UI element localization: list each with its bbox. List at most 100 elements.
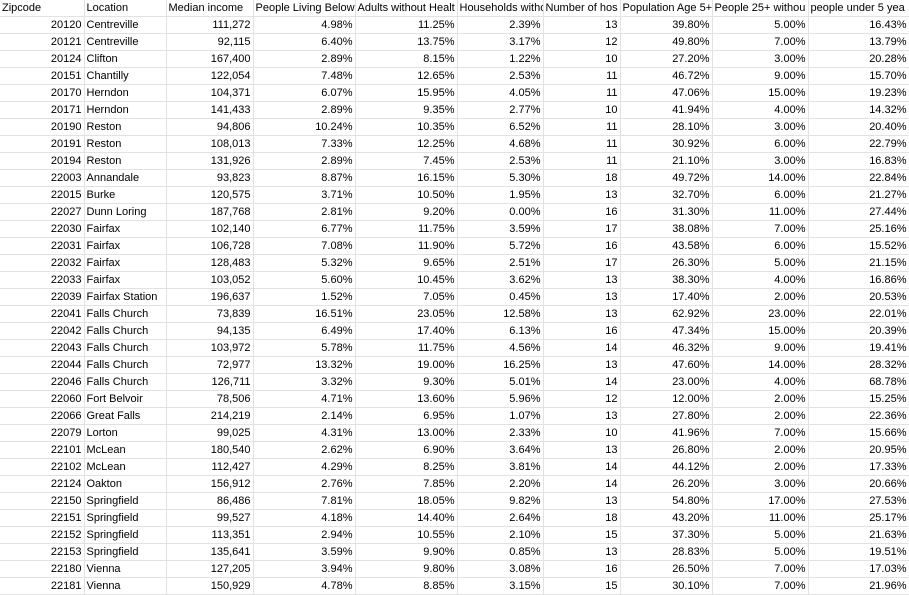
table-cell[interactable]: 13 <box>543 305 621 323</box>
table-cell[interactable]: 12.00% <box>620 390 713 408</box>
table-cell[interactable]: 6.07% <box>253 84 356 102</box>
table-cell[interactable]: 94,806 <box>166 118 254 136</box>
table-cell[interactable]: 2.64% <box>457 509 544 527</box>
table-cell[interactable]: Reston <box>84 135 167 153</box>
table-cell[interactable]: 14 <box>543 373 621 391</box>
table-cell[interactable]: 106,728 <box>166 237 254 255</box>
column-header[interactable]: Zipcode <box>0 0 85 17</box>
table-cell[interactable]: 18.05% <box>355 492 458 510</box>
table-cell[interactable]: 4.00% <box>712 101 809 119</box>
column-header[interactable]: Population Age 5+ <box>620 0 713 17</box>
table-cell[interactable]: 11.75% <box>355 339 458 357</box>
table-cell[interactable]: 3.17% <box>457 33 544 51</box>
table-cell[interactable]: 3.71% <box>253 186 356 204</box>
table-cell[interactable]: 22150 <box>0 492 85 510</box>
table-cell[interactable]: Falls Church <box>84 356 167 374</box>
table-cell[interactable]: 1.22% <box>457 50 544 68</box>
table-cell[interactable]: 11 <box>543 152 621 170</box>
table-cell[interactable]: 2.62% <box>253 441 356 459</box>
table-cell[interactable]: 20124 <box>0 50 85 68</box>
table-cell[interactable]: 10.24% <box>253 118 356 136</box>
table-cell[interactable]: 46.72% <box>620 67 713 85</box>
table-cell[interactable]: 187,768 <box>166 203 254 221</box>
table-cell[interactable]: 7.81% <box>253 492 356 510</box>
table-cell[interactable]: Springfield <box>84 543 167 561</box>
table-cell[interactable]: 17.40% <box>620 288 713 306</box>
table-cell[interactable]: 9.00% <box>712 339 809 357</box>
table-cell[interactable]: 5.60% <box>253 271 356 289</box>
table-cell[interactable]: 16 <box>543 203 621 221</box>
table-cell[interactable]: 16 <box>543 237 621 255</box>
table-cell[interactable]: 25.16% <box>808 220 909 238</box>
table-cell[interactable]: 7.00% <box>712 560 809 578</box>
table-cell[interactable]: 3.00% <box>712 152 809 170</box>
table-cell[interactable]: 22044 <box>0 356 85 374</box>
table-cell[interactable]: 2.89% <box>253 50 356 68</box>
table-cell[interactable]: 26.30% <box>620 254 713 272</box>
table-cell[interactable]: 22033 <box>0 271 85 289</box>
table-cell[interactable]: 49.80% <box>620 33 713 51</box>
table-cell[interactable]: 49.72% <box>620 169 713 187</box>
table-cell[interactable]: 2.00% <box>712 458 809 476</box>
table-cell[interactable]: 15.25% <box>808 390 909 408</box>
table-cell[interactable]: 13.32% <box>253 356 356 374</box>
table-cell[interactable]: 2.94% <box>253 526 356 544</box>
table-cell[interactable]: 5.00% <box>712 526 809 544</box>
table-cell[interactable]: 20171 <box>0 101 85 119</box>
table-cell[interactable]: 8.15% <box>355 50 458 68</box>
table-cell[interactable]: 2.53% <box>457 67 544 85</box>
table-cell[interactable]: Oakton <box>84 475 167 493</box>
table-cell[interactable]: 14.00% <box>712 356 809 374</box>
table-cell[interactable]: 41.94% <box>620 101 713 119</box>
table-cell[interactable]: 214,219 <box>166 407 254 425</box>
table-cell[interactable]: 11.75% <box>355 220 458 238</box>
table-cell[interactable]: 13 <box>543 441 621 459</box>
table-cell[interactable]: 4.78% <box>253 577 356 595</box>
table-cell[interactable]: Fort Belvoir <box>84 390 167 408</box>
table-cell[interactable]: 3.00% <box>712 118 809 136</box>
table-cell[interactable]: 3.81% <box>457 458 544 476</box>
table-cell[interactable]: Reston <box>84 152 167 170</box>
table-cell[interactable]: Fairfax <box>84 271 167 289</box>
column-header[interactable]: Location <box>84 0 167 17</box>
table-cell[interactable]: 32.70% <box>620 186 713 204</box>
table-cell[interactable]: 4.00% <box>712 271 809 289</box>
table-cell[interactable]: 22.36% <box>808 407 909 425</box>
table-cell[interactable]: Falls Church <box>84 339 167 357</box>
table-cell[interactable]: 2.20% <box>457 475 544 493</box>
table-cell[interactable]: 11 <box>543 67 621 85</box>
table-cell[interactable]: 22151 <box>0 509 85 527</box>
table-cell[interactable]: 15.66% <box>808 424 909 442</box>
table-cell[interactable]: 27.53% <box>808 492 909 510</box>
table-cell[interactable]: 22043 <box>0 339 85 357</box>
table-cell[interactable]: 22032 <box>0 254 85 272</box>
table-cell[interactable]: 22015 <box>0 186 85 204</box>
table-cell[interactable]: 16.83% <box>808 152 909 170</box>
table-cell[interactable]: 16 <box>543 322 621 340</box>
table-cell[interactable]: 196,637 <box>166 288 254 306</box>
table-cell[interactable]: 13.60% <box>355 390 458 408</box>
table-cell[interactable]: 5.30% <box>457 169 544 187</box>
table-cell[interactable]: 11 <box>543 84 621 102</box>
table-cell[interactable]: 38.30% <box>620 271 713 289</box>
table-cell[interactable]: 2.00% <box>712 407 809 425</box>
table-cell[interactable]: Fairfax Station <box>84 288 167 306</box>
table-cell[interactable]: Fairfax <box>84 254 167 272</box>
table-cell[interactable]: 46.32% <box>620 339 713 357</box>
table-cell[interactable]: Annandale <box>84 169 167 187</box>
table-cell[interactable]: 4.68% <box>457 135 544 153</box>
table-cell[interactable]: 6.95% <box>355 407 458 425</box>
table-cell[interactable]: 6.00% <box>712 186 809 204</box>
table-cell[interactable]: Burke <box>84 186 167 204</box>
table-cell[interactable]: 10.50% <box>355 186 458 204</box>
table-cell[interactable]: 17.03% <box>808 560 909 578</box>
table-cell[interactable]: Great Falls <box>84 407 167 425</box>
table-cell[interactable]: 6.49% <box>253 322 356 340</box>
table-cell[interactable]: 12 <box>543 390 621 408</box>
table-cell[interactable]: 9.00% <box>712 67 809 85</box>
table-cell[interactable]: 5.78% <box>253 339 356 357</box>
table-cell[interactable]: 2.77% <box>457 101 544 119</box>
table-cell[interactable]: 27.20% <box>620 50 713 68</box>
table-cell[interactable]: 3.62% <box>457 271 544 289</box>
table-cell[interactable]: 11.00% <box>712 203 809 221</box>
